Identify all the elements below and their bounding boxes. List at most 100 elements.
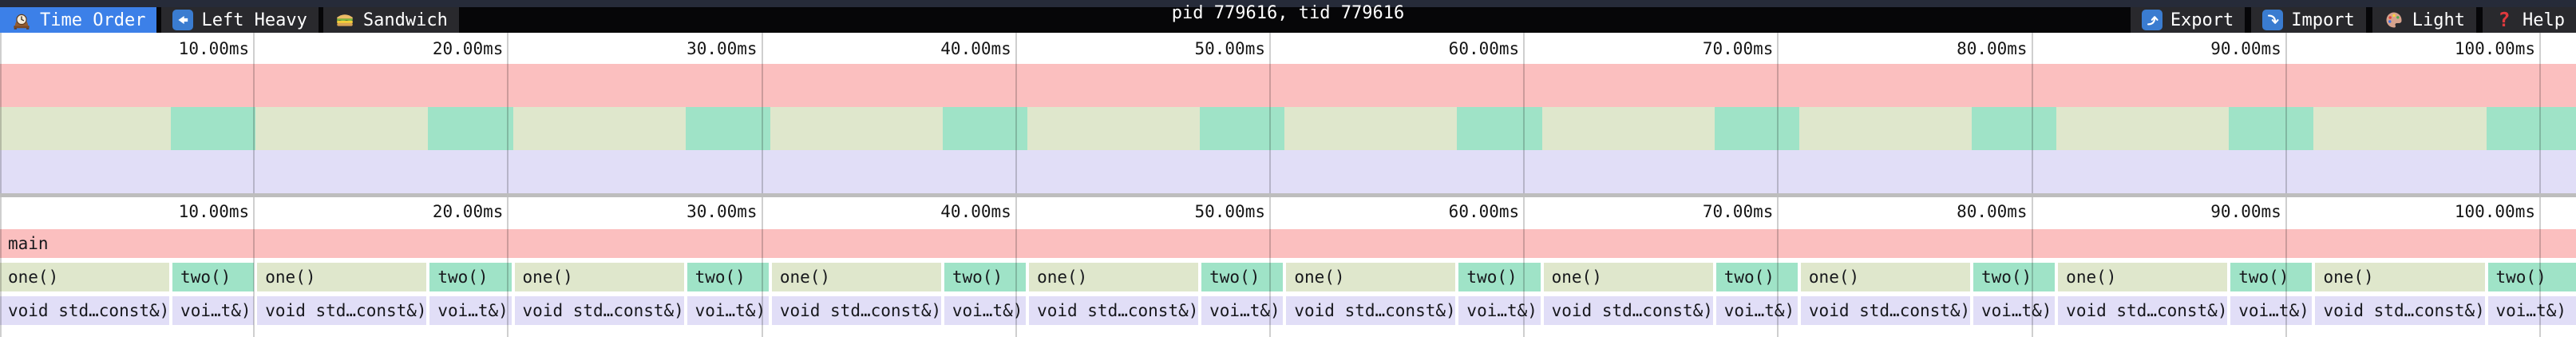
axis-tick-label: 70.00ms: [1702, 39, 1774, 58]
clock-icon: [11, 10, 32, 30]
axis-tick-label: 40.00ms: [940, 202, 1011, 221]
frame-one[interactable]: one(): [514, 263, 684, 291]
axis-tick-label: 50.00ms: [1194, 202, 1265, 221]
axis-tick-label: 80.00ms: [1957, 39, 2028, 58]
frame-row-inner: void std…const&) voi…t&) void std…const&) v…: [0, 296, 2576, 325]
theme-toggle-button[interactable]: Light: [2372, 7, 2477, 33]
minimap-two-segment: [1971, 107, 2057, 150]
frame-one[interactable]: one(): [2058, 263, 2228, 291]
frame-inner-wide[interactable]: void std…const&): [2058, 296, 2228, 325]
axis-tick-label: 20.00ms: [432, 202, 504, 221]
frame-one[interactable]: one(): [1029, 263, 1199, 291]
minimap-two-segment: [1457, 107, 1542, 150]
frame-inner-narrow[interactable]: voi…t&): [1201, 296, 1284, 325]
minimap-chart-divider: [0, 193, 2576, 197]
frame-inner-wide[interactable]: void std…const&): [771, 296, 941, 325]
minimap-two-segment: [1200, 107, 1285, 150]
frame-inner-wide[interactable]: void std…const&): [1029, 296, 1199, 325]
minimap-two-segment: [171, 107, 256, 150]
tab-label: Time Order: [40, 10, 146, 30]
frame-inner-narrow[interactable]: voi…t&): [1973, 296, 2056, 325]
toolbar: Time Order Left Heavy: [0, 0, 2576, 33]
axis-tick-label: 40.00ms: [940, 39, 1011, 58]
button-label: Import: [2291, 10, 2355, 30]
frame-two[interactable]: two(): [429, 263, 512, 291]
frame-inner-narrow[interactable]: voi…t&): [2230, 296, 2313, 325]
frame-inner-narrow[interactable]: voi…t&): [2487, 296, 2576, 325]
frame-two[interactable]: two(): [2487, 263, 2576, 291]
frame-inner-wide[interactable]: void std…const&): [1543, 296, 1713, 325]
frame-row-calls: one() two() one() two() one() two() one() two()…: [0, 263, 2576, 291]
axis-tick-label: 50.00ms: [1194, 39, 1265, 58]
frame-one[interactable]: one(): [1800, 263, 1970, 291]
frame-label: main: [8, 234, 49, 253]
frame-inner-narrow[interactable]: voi…t&): [1458, 296, 1541, 325]
minimap-two-segment: [942, 107, 1028, 150]
palette-icon: [2384, 10, 2404, 30]
axis-tick-label: 90.00ms: [2210, 202, 2281, 221]
frame-inner-wide[interactable]: void std…const&): [514, 296, 684, 325]
export-button[interactable]: Export: [2130, 7, 2246, 33]
frame-inner-wide[interactable]: void std…const&): [0, 296, 170, 325]
button-label: Help: [2523, 10, 2565, 30]
minimap-two-segment: [428, 107, 513, 150]
axis-tick-label: 80.00ms: [1957, 202, 2028, 221]
frame-inner-wide[interactable]: void std…const&): [257, 296, 427, 325]
minimap-band-inner: [0, 150, 2576, 193]
axis-tick-label: 10.00ms: [178, 39, 250, 58]
toolbar-actions: Export Import: [2130, 7, 2576, 33]
window-title: pid 779616, tid 779616: [1171, 3, 1405, 23]
frame-one[interactable]: one(): [1543, 263, 1713, 291]
axis-tick-label: 100.00ms: [2454, 39, 2535, 58]
axis-tick-label: 20.00ms: [432, 39, 504, 58]
frame-inner-narrow[interactable]: voi…t&): [429, 296, 512, 325]
frame-two[interactable]: two(): [1201, 263, 1284, 291]
minimap[interactable]: 10.00ms 20.00ms 30.00ms 40.00ms 50.00ms 60.00…: [0, 33, 2576, 193]
minimap-two-segment: [685, 107, 770, 150]
frame-two[interactable]: two(): [687, 263, 769, 291]
axis-tick-label: 70.00ms: [1702, 202, 1774, 221]
minimap-band-main: [0, 64, 2576, 107]
button-label: Export: [2170, 10, 2234, 30]
import-button[interactable]: Import: [2251, 7, 2366, 33]
help-button[interactable]: ? Help: [2483, 7, 2576, 33]
axis-tick-label: 10.00ms: [178, 202, 250, 221]
frame-two[interactable]: two(): [1715, 263, 1798, 291]
axis-tick-label: 60.00ms: [1448, 39, 1520, 58]
question-icon: ?: [2498, 8, 2511, 31]
tab-time-order[interactable]: Time Order: [0, 7, 157, 33]
button-label: Light: [2412, 10, 2466, 30]
frame-two[interactable]: two(): [944, 263, 1027, 291]
frame-two[interactable]: two(): [2230, 263, 2313, 291]
frame-inner-wide[interactable]: void std…const&): [1800, 296, 1970, 325]
frame-inner-wide[interactable]: void std…const&): [1286, 296, 1456, 325]
frame-one[interactable]: one(): [2315, 263, 2485, 291]
tab-left-heavy[interactable]: Left Heavy: [161, 7, 319, 33]
tab-sandwich[interactable]: Sandwich: [322, 7, 459, 33]
frame-main[interactable]: main: [0, 229, 2576, 258]
frame-one[interactable]: one(): [771, 263, 941, 291]
axis-tick-label: 100.00ms: [2454, 202, 2535, 221]
frame-inner-narrow[interactable]: voi…t&): [172, 296, 255, 325]
frame-two[interactable]: two(): [172, 263, 255, 291]
frame-one[interactable]: one(): [257, 263, 427, 291]
minimap-band-calls: [0, 107, 2576, 150]
view-tabs: Time Order Left Heavy: [0, 7, 459, 33]
frame-inner-wide[interactable]: void std…const&): [2315, 296, 2485, 325]
frame-two[interactable]: two(): [1973, 263, 2056, 291]
axis-tick-label: 60.00ms: [1448, 202, 1520, 221]
frame-one[interactable]: one(): [0, 263, 170, 291]
import-icon: [2262, 10, 2284, 30]
sandwich-icon: [334, 10, 355, 30]
axis-tick-label: 30.00ms: [687, 39, 758, 58]
frame-inner-narrow[interactable]: voi…t&): [944, 296, 1027, 325]
tab-label: Left Heavy: [201, 10, 307, 30]
frame-one[interactable]: one(): [1286, 263, 1456, 291]
axis-tick-label: 90.00ms: [2210, 39, 2281, 58]
flamechart[interactable]: 10.00ms 20.00ms 30.00ms 40.00ms 50.00ms 60.00…: [0, 197, 2576, 337]
frame-inner-narrow[interactable]: voi…t&): [1715, 296, 1798, 325]
frame-two[interactable]: two(): [1458, 263, 1541, 291]
frame-inner-narrow[interactable]: voi…t&): [687, 296, 769, 325]
export-icon: [2141, 10, 2162, 30]
